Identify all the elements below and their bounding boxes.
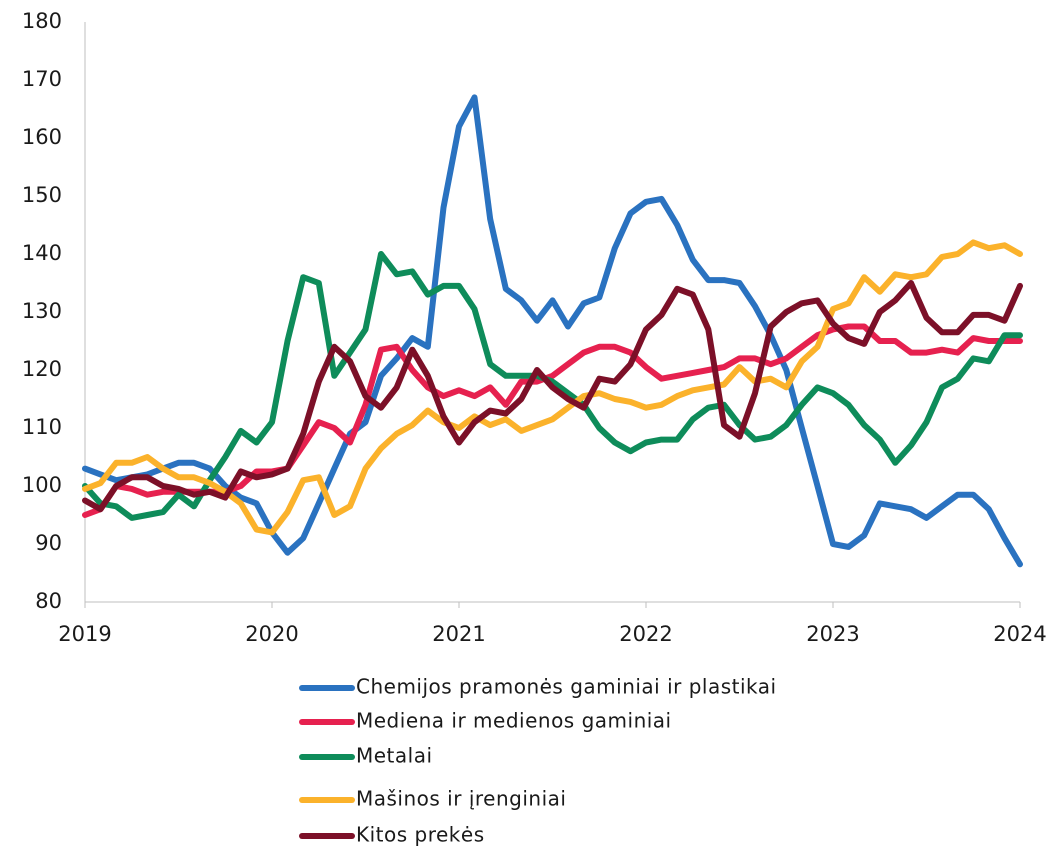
x-tick-label: 2023 [806, 622, 859, 646]
y-tick-label: 110 [22, 415, 62, 439]
series-line [82, 280, 1023, 513]
x-tick-label: 2020 [245, 622, 298, 646]
legend-label: Kitos prekės [356, 823, 485, 847]
legend-label: Mašinos ir įrenginiai [356, 787, 566, 811]
y-tick-label: 140 [22, 241, 62, 265]
legend-label: Mediena ir medienos gaminiai [356, 709, 672, 733]
y-tick-label: 150 [22, 183, 62, 207]
series-line [82, 323, 1023, 518]
y-tick-label: 80 [35, 589, 62, 613]
series-line [82, 251, 1023, 521]
x-tick-label: 2024 [993, 622, 1046, 646]
y-tick-label: 90 [35, 531, 62, 555]
series-line [82, 94, 1023, 568]
y-tick-label: 120 [22, 357, 62, 381]
y-tick-label: 100 [22, 473, 62, 497]
y-tick-label: 160 [22, 125, 62, 149]
x-tick-label: 2019 [58, 622, 111, 646]
x-tick-label: 2022 [619, 622, 672, 646]
y-tick-label: 180 [22, 9, 62, 33]
legend: Chemijos pramonės gaminiai ir plastikai M… [299, 675, 777, 847]
x-tick-label: 2021 [432, 622, 485, 646]
y-tick-label: 170 [22, 67, 62, 91]
y-tick-label: 130 [22, 299, 62, 323]
legend-label: Chemijos pramonės gaminiai ir plastikai [356, 675, 777, 699]
legend-label: Metalai [356, 744, 433, 768]
series-line [82, 239, 1023, 536]
